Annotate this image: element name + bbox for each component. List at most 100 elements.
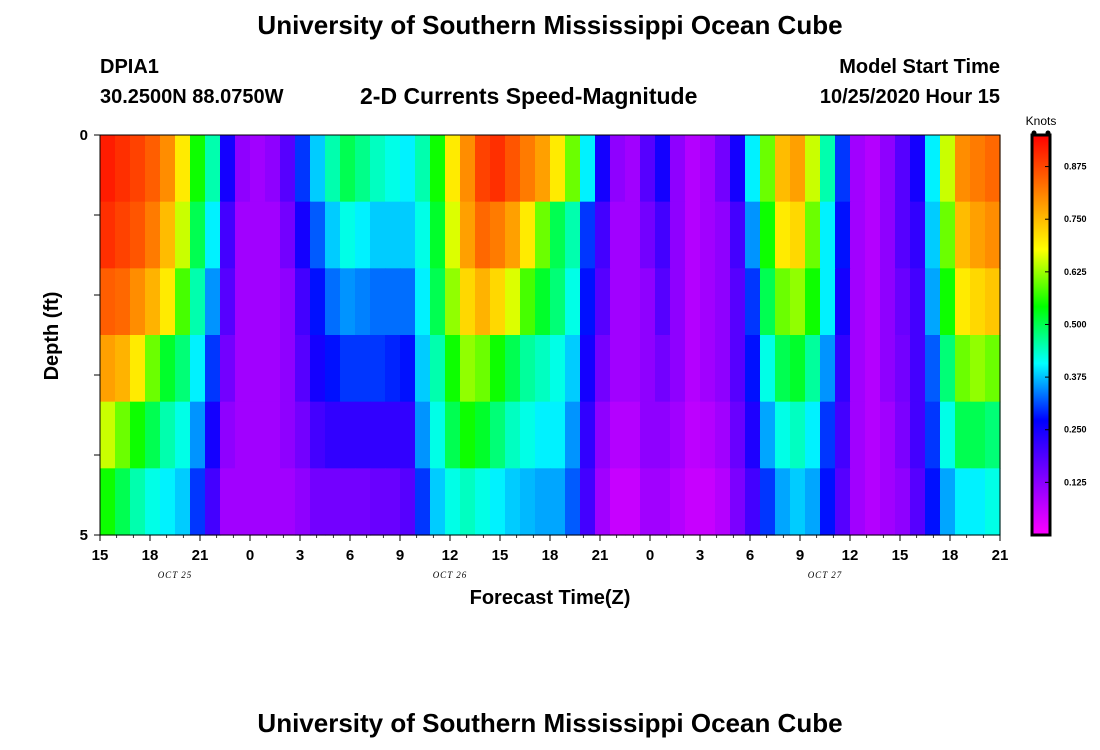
heatmap-cell [625,335,641,403]
heatmap-cell [895,135,911,203]
heatmap-cell [505,135,521,203]
heatmap-cell [310,135,326,203]
heatmap-cell [100,401,116,469]
heatmap-cell [325,135,341,203]
heatmap-cell [250,468,266,536]
heatmap-cell [490,268,506,336]
heatmap-cell [745,201,761,269]
x-tick-label: 21 [592,547,609,564]
heatmap-cell [865,201,881,269]
heatmap-cell [430,335,446,403]
heatmap-cell [160,335,176,403]
heatmap-cell [895,268,911,336]
heatmap-cell [370,135,386,203]
x-tick-label: 15 [892,547,909,564]
heatmap-cell [745,401,761,469]
heatmap-cell [985,135,1001,203]
heatmap-cell [610,335,626,403]
heatmap-cell [745,335,761,403]
heatmap-cell [505,401,521,469]
date-label: OCT 26 [433,570,468,580]
heatmap-cell [475,268,491,336]
y-tick-label: 5 [80,527,88,544]
heatmap-cell [580,468,596,536]
heatmap-cell [340,468,356,536]
heatmap-cell [805,468,821,536]
heatmap-cell [160,135,176,203]
heatmap-cell [325,468,341,536]
colorbar-tick-label: 0.875 [1064,162,1087,172]
heatmap-cell [955,335,971,403]
heatmap-cell [190,468,206,536]
heatmap-cell [415,268,431,336]
heatmap-cell [790,268,806,336]
x-axis-label: Forecast Time(Z) [470,587,631,609]
heatmap-cell [415,201,431,269]
heatmap-cell [880,201,896,269]
heatmap-cell [595,268,611,336]
heatmap-cell [535,335,551,403]
x-axis: 15 18 21 0 3 6 9 12 15 18 21 0 3 6 9 12 15 18 21 OCT 25 OCT … [92,535,1008,580]
heatmap-cell [580,201,596,269]
heatmap-cell [370,468,386,536]
heatmap-cell [460,135,476,203]
heatmap-cell [355,201,371,269]
heatmap-cell [490,135,506,203]
heatmap-cell [640,468,656,536]
heatmap-cell [595,401,611,469]
heatmap-cell [400,268,416,336]
heatmap-cell [595,201,611,269]
heatmap-cell [130,201,146,269]
heatmap-cell [565,335,581,403]
heatmap-cell [580,335,596,403]
heatmap-cell [475,401,491,469]
heatmap-cell [325,201,341,269]
heatmap-cell [970,401,986,469]
heatmap-cell [220,401,236,469]
heatmap-cell [850,268,866,336]
heatmap-cell [430,268,446,336]
heatmap-cell [490,468,506,536]
heatmap-cell [235,335,251,403]
heatmap-cell [340,268,356,336]
heatmap-cell [925,468,941,536]
colorbar-tick-label: 0.750 [1064,214,1087,224]
heatmap-cell [955,135,971,203]
heatmap-cell [820,201,836,269]
heatmap-cell [550,335,566,403]
heatmap-cell [205,268,221,336]
heatmap-cell [895,468,911,536]
colorbar-tick-label: 0.500 [1064,319,1087,329]
heatmap-cell [445,268,461,336]
heatmap-cell [145,335,161,403]
heatmap-cell [265,335,281,403]
heatmap-cell [550,268,566,336]
heatmap-cell [175,201,191,269]
heatmap-cell [700,335,716,403]
station-id: DPIA1 [100,56,159,78]
heatmap-cell [355,268,371,336]
heatmap-cell [985,268,1001,336]
heatmap-cell [910,135,926,203]
heatmap-cell [715,201,731,269]
heatmap-cell [355,335,371,403]
heatmap-cell [115,201,131,269]
heatmap-cell [775,335,791,403]
heatmap-cell [190,201,206,269]
heatmap-cell [790,335,806,403]
heatmap-cell [265,468,281,536]
heatmap-cell [850,335,866,403]
heatmap-cell [730,268,746,336]
heatmap-cell [730,335,746,403]
heatmap-cell [730,201,746,269]
y-axis: 05 [80,127,100,544]
heatmap-cell [820,135,836,203]
heatmap-cell [475,468,491,536]
heatmap-cell [550,468,566,536]
heatmap-cell [760,201,776,269]
heatmap-cell [355,135,371,203]
heatmap-cell [310,401,326,469]
heatmap-cell [730,468,746,536]
heatmap-cell [190,335,206,403]
heatmap-cell [205,335,221,403]
